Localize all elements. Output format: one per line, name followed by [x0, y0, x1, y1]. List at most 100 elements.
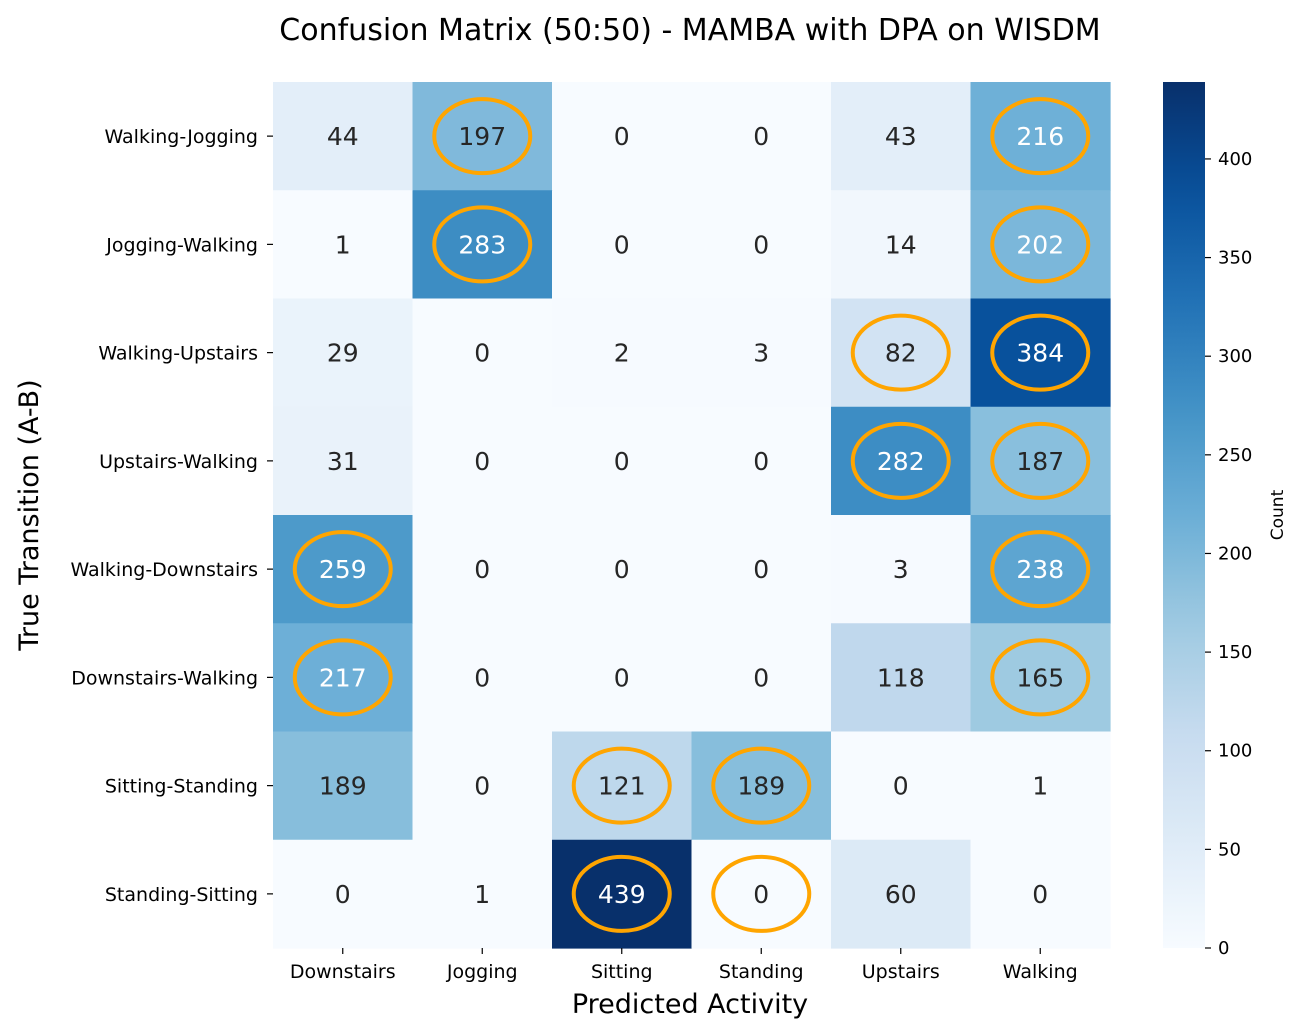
heatmap-cell [831, 839, 972, 949]
heatmap-cell [412, 515, 553, 624]
heatmap-cell [691, 82, 832, 191]
heatmap-cell [273, 190, 414, 300]
chart-title: Confusion Matrix (50:50) - MAMBA with DP… [279, 13, 1100, 48]
y-tick-label: Jogging-Walking [105, 234, 258, 256]
cell-value-label: 165 [1016, 663, 1064, 692]
heatmap-cell [552, 406, 693, 516]
y-tick-labels: Walking-Jogging Jogging-Walking Walking-Up… [70, 126, 273, 906]
heatmap-cell [412, 298, 553, 408]
heatmap-cell [691, 406, 832, 516]
colorbar-tick-label: 250 [1218, 445, 1252, 466]
cell-value-label: 197 [458, 122, 506, 151]
cell-value-label: 3 [753, 339, 769, 368]
y-tick-label: Walking-Upstairs [98, 343, 258, 365]
cell-value-label: 0 [753, 230, 769, 259]
heatmap-cell [691, 515, 832, 624]
colorbar-label: Count [1268, 489, 1288, 540]
heatmap-cell [691, 623, 832, 733]
x-tick-label: Standing [719, 961, 804, 983]
highlight-circle [571, 746, 672, 825]
highlight-circle [711, 854, 812, 933]
colorbar: 0 50 100 150 200 250 300 350 400 Count [1163, 82, 1288, 959]
x-axis-label: Predicted Activity [572, 989, 808, 1020]
y-tick-label: Upstairs-Walking [99, 451, 258, 473]
cell-value-label: 2 [614, 339, 630, 368]
highlight-circle [432, 97, 533, 176]
highlight-circle [990, 313, 1091, 392]
highlight-circle [292, 530, 393, 609]
highlight-circle [990, 638, 1091, 717]
cell-value-label: 0 [753, 555, 769, 584]
cell-value-label: 0 [753, 663, 769, 692]
heatmap-cell [412, 839, 553, 949]
x-tick-labels: Downstairs Jogging Sitting Standing Upstairs… [290, 948, 1078, 983]
highlight-circle [432, 205, 533, 284]
cell-value-label: 0 [614, 230, 630, 259]
cell-value-label: 0 [335, 880, 351, 909]
cell-value-label: 3 [893, 555, 909, 584]
cell-value-label: 0 [753, 122, 769, 151]
y-tick-label: Walking-Jogging [104, 126, 258, 148]
heatmap-cell [831, 190, 972, 300]
cell-value-label: 82 [885, 339, 917, 368]
cell-value-label: 118 [877, 663, 925, 692]
heatmap-cell [273, 82, 414, 191]
heatmap-cell [273, 839, 414, 949]
highlight-circle [990, 97, 1091, 176]
colorbar-tick-label: 300 [1218, 346, 1252, 367]
x-tick-label: Sitting [591, 961, 653, 983]
heatmap-cell [831, 515, 972, 624]
heatmap-cell [831, 82, 972, 191]
highlight-circle [990, 421, 1091, 500]
cell-value-label: 187 [1016, 447, 1064, 476]
cell-value-label: 217 [319, 663, 367, 692]
cell-value-label: 0 [474, 339, 490, 368]
heatmap-cell [691, 298, 832, 408]
cell-value-label: 1 [474, 880, 490, 909]
cell-value-label: 439 [598, 880, 646, 909]
cell-value-label: 0 [753, 880, 769, 909]
colorbar-tick-label: 50 [1218, 839, 1241, 860]
heatmap-cell [552, 82, 693, 191]
heatmap-cell [273, 298, 414, 408]
heatmap-cell [273, 731, 414, 841]
highlight-circle [850, 313, 951, 392]
cell-value-label: 202 [1016, 230, 1064, 259]
cell-value-label: 1 [1032, 772, 1048, 801]
heatmap-cell [412, 406, 553, 516]
colorbar-tick-label: 100 [1218, 741, 1252, 762]
heatmap-cell [552, 623, 693, 733]
cell-value-label: 0 [753, 447, 769, 476]
heatmap-cell [412, 623, 553, 733]
cell-value-label: 44 [327, 122, 359, 151]
cell-value-label: 14 [885, 230, 917, 259]
cell-value-label: 1 [335, 230, 351, 259]
cell-value-label: 384 [1016, 339, 1064, 368]
x-tick-label: Upstairs [862, 961, 940, 983]
cell-value-label: 238 [1016, 555, 1064, 584]
heatmap-cell [552, 190, 693, 300]
y-tick-label: Standing-Sitting [105, 884, 258, 906]
cell-value-label: 0 [474, 772, 490, 801]
cell-value-label: 189 [737, 772, 785, 801]
cell-value-label: 0 [614, 122, 630, 151]
cell-value-label: 0 [614, 447, 630, 476]
colorbar-tick-label: 150 [1218, 642, 1252, 663]
heatmap-cell [831, 623, 972, 733]
cell-value-label: 0 [893, 772, 909, 801]
colorbar-tick-label: 350 [1218, 248, 1252, 269]
y-axis-label: True Transition (A-B) [14, 379, 45, 651]
x-tick-label: Downstairs [290, 961, 396, 983]
cell-value-label: 0 [474, 555, 490, 584]
y-tick-label: Walking-Downstairs [70, 559, 258, 581]
highlight-circle [990, 530, 1091, 609]
cell-value-label: 259 [319, 555, 367, 584]
cell-value-label: 283 [458, 230, 506, 259]
cell-value-label: 0 [614, 555, 630, 584]
highlight-circle [711, 746, 812, 825]
cell-value-label: 0 [474, 663, 490, 692]
cell-value-label: 0 [474, 447, 490, 476]
x-tick-label: Walking [1003, 961, 1078, 983]
heatmap-cell [831, 731, 972, 841]
cell-value-label: 43 [885, 122, 917, 151]
